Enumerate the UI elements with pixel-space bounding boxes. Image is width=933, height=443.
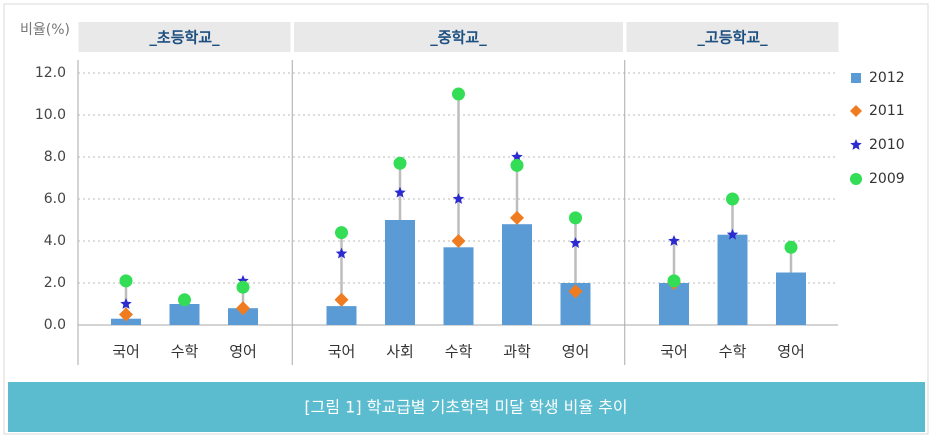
legend-label: 2009 [869, 171, 905, 187]
y-tick-label: 8.0 [44, 149, 66, 165]
x-tick-label: 사회 [386, 343, 414, 361]
star-marker [452, 193, 465, 204]
x-tick-label: 수학 [171, 343, 199, 361]
legend-swatch [850, 139, 862, 150]
circle-marker [236, 280, 250, 294]
diamond-marker [510, 210, 524, 225]
bar [169, 304, 200, 325]
bar [111, 318, 141, 325]
legend-label: 2011 [869, 103, 905, 119]
y-axis-label: 비율(%) [20, 22, 70, 38]
caption-bar [8, 382, 925, 432]
x-tick-label: 영어 [229, 343, 257, 361]
legend-swatch [850, 173, 862, 185]
x-tick-label: 국어 [328, 343, 356, 361]
bar [228, 308, 258, 325]
bar [502, 224, 532, 325]
star-marker [120, 298, 132, 309]
circle-marker [119, 274, 133, 288]
circle-marker [510, 158, 524, 172]
diamond-marker [119, 307, 133, 322]
group-header-box [626, 22, 839, 52]
bar [443, 247, 474, 325]
group-header: _초등학교_ [149, 29, 220, 47]
circle-marker [667, 274, 681, 288]
x-tick-label: 국어 [660, 343, 688, 361]
bar [717, 234, 748, 325]
y-tick-label: 12.0 [35, 65, 66, 81]
circle-marker [335, 226, 348, 240]
circle-marker [726, 192, 739, 206]
circle-marker [393, 156, 407, 170]
star-marker [394, 186, 406, 198]
group-header-box [78, 22, 291, 52]
x-tick-label: 수학 [719, 343, 747, 361]
star-marker [569, 237, 582, 248]
diamond-marker [334, 292, 349, 307]
group-header: _중학교_ [430, 29, 487, 47]
circle-marker [784, 240, 798, 254]
x-tick-label: 과학 [503, 343, 531, 361]
star-marker [511, 151, 523, 162]
star-marker [668, 235, 680, 246]
legend-swatch [851, 73, 861, 83]
frame [3, 3, 929, 435]
legend-label: 2010 [869, 137, 905, 153]
diamond-marker [236, 301, 250, 316]
y-tick-label: 6.0 [44, 191, 66, 207]
y-tick-label: 4.0 [44, 233, 66, 249]
group-header: _고등학교_ [697, 29, 768, 47]
bar [385, 220, 415, 325]
caption: [그림 1] 학교급별 기초학력 미달 학생 비율 추이 [304, 398, 627, 417]
diamond-marker [451, 234, 466, 248]
x-tick-label: 영어 [562, 343, 590, 361]
group-header-box [294, 22, 623, 52]
y-tick-label: 2.0 [44, 275, 66, 291]
y-tick-label: 0.0 [44, 317, 66, 333]
y-tick-label: 10.0 [35, 107, 66, 123]
bar [326, 306, 357, 325]
x-tick-label: 국어 [112, 343, 140, 361]
bar [776, 272, 806, 325]
circle-marker [452, 87, 465, 101]
star-marker [335, 247, 348, 259]
x-tick-label: 수학 [445, 343, 473, 361]
circle-marker [569, 211, 582, 225]
star-marker [726, 228, 739, 240]
circle-marker [178, 293, 191, 307]
diamond-marker [568, 284, 583, 299]
legend-swatch [850, 105, 862, 117]
x-tick-label: 영어 [777, 343, 805, 361]
legend-label: 2012 [869, 70, 905, 86]
